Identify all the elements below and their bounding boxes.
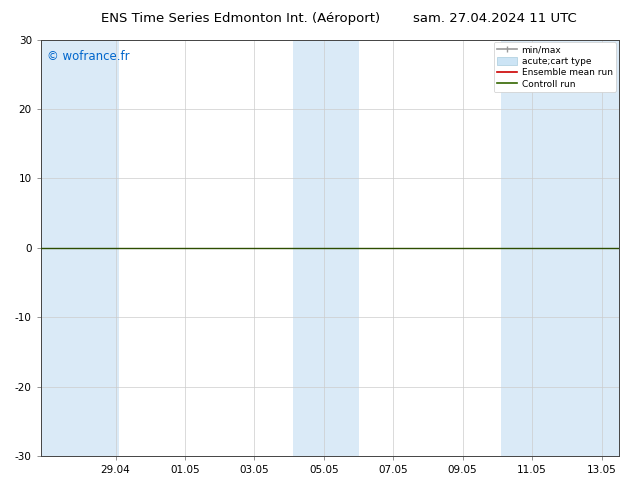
Text: ENS Time Series Edmonton Int. (Aéroport): ENS Time Series Edmonton Int. (Aéroport) xyxy=(101,12,380,25)
Text: sam. 27.04.2024 11 UTC: sam. 27.04.2024 11 UTC xyxy=(413,12,576,25)
Bar xyxy=(41,40,119,456)
Text: © wofrance.fr: © wofrance.fr xyxy=(47,50,129,63)
Bar xyxy=(292,40,359,456)
Bar xyxy=(501,40,619,456)
Legend: min/max, acute;cart type, Ensemble mean run, Controll run: min/max, acute;cart type, Ensemble mean … xyxy=(494,42,616,92)
